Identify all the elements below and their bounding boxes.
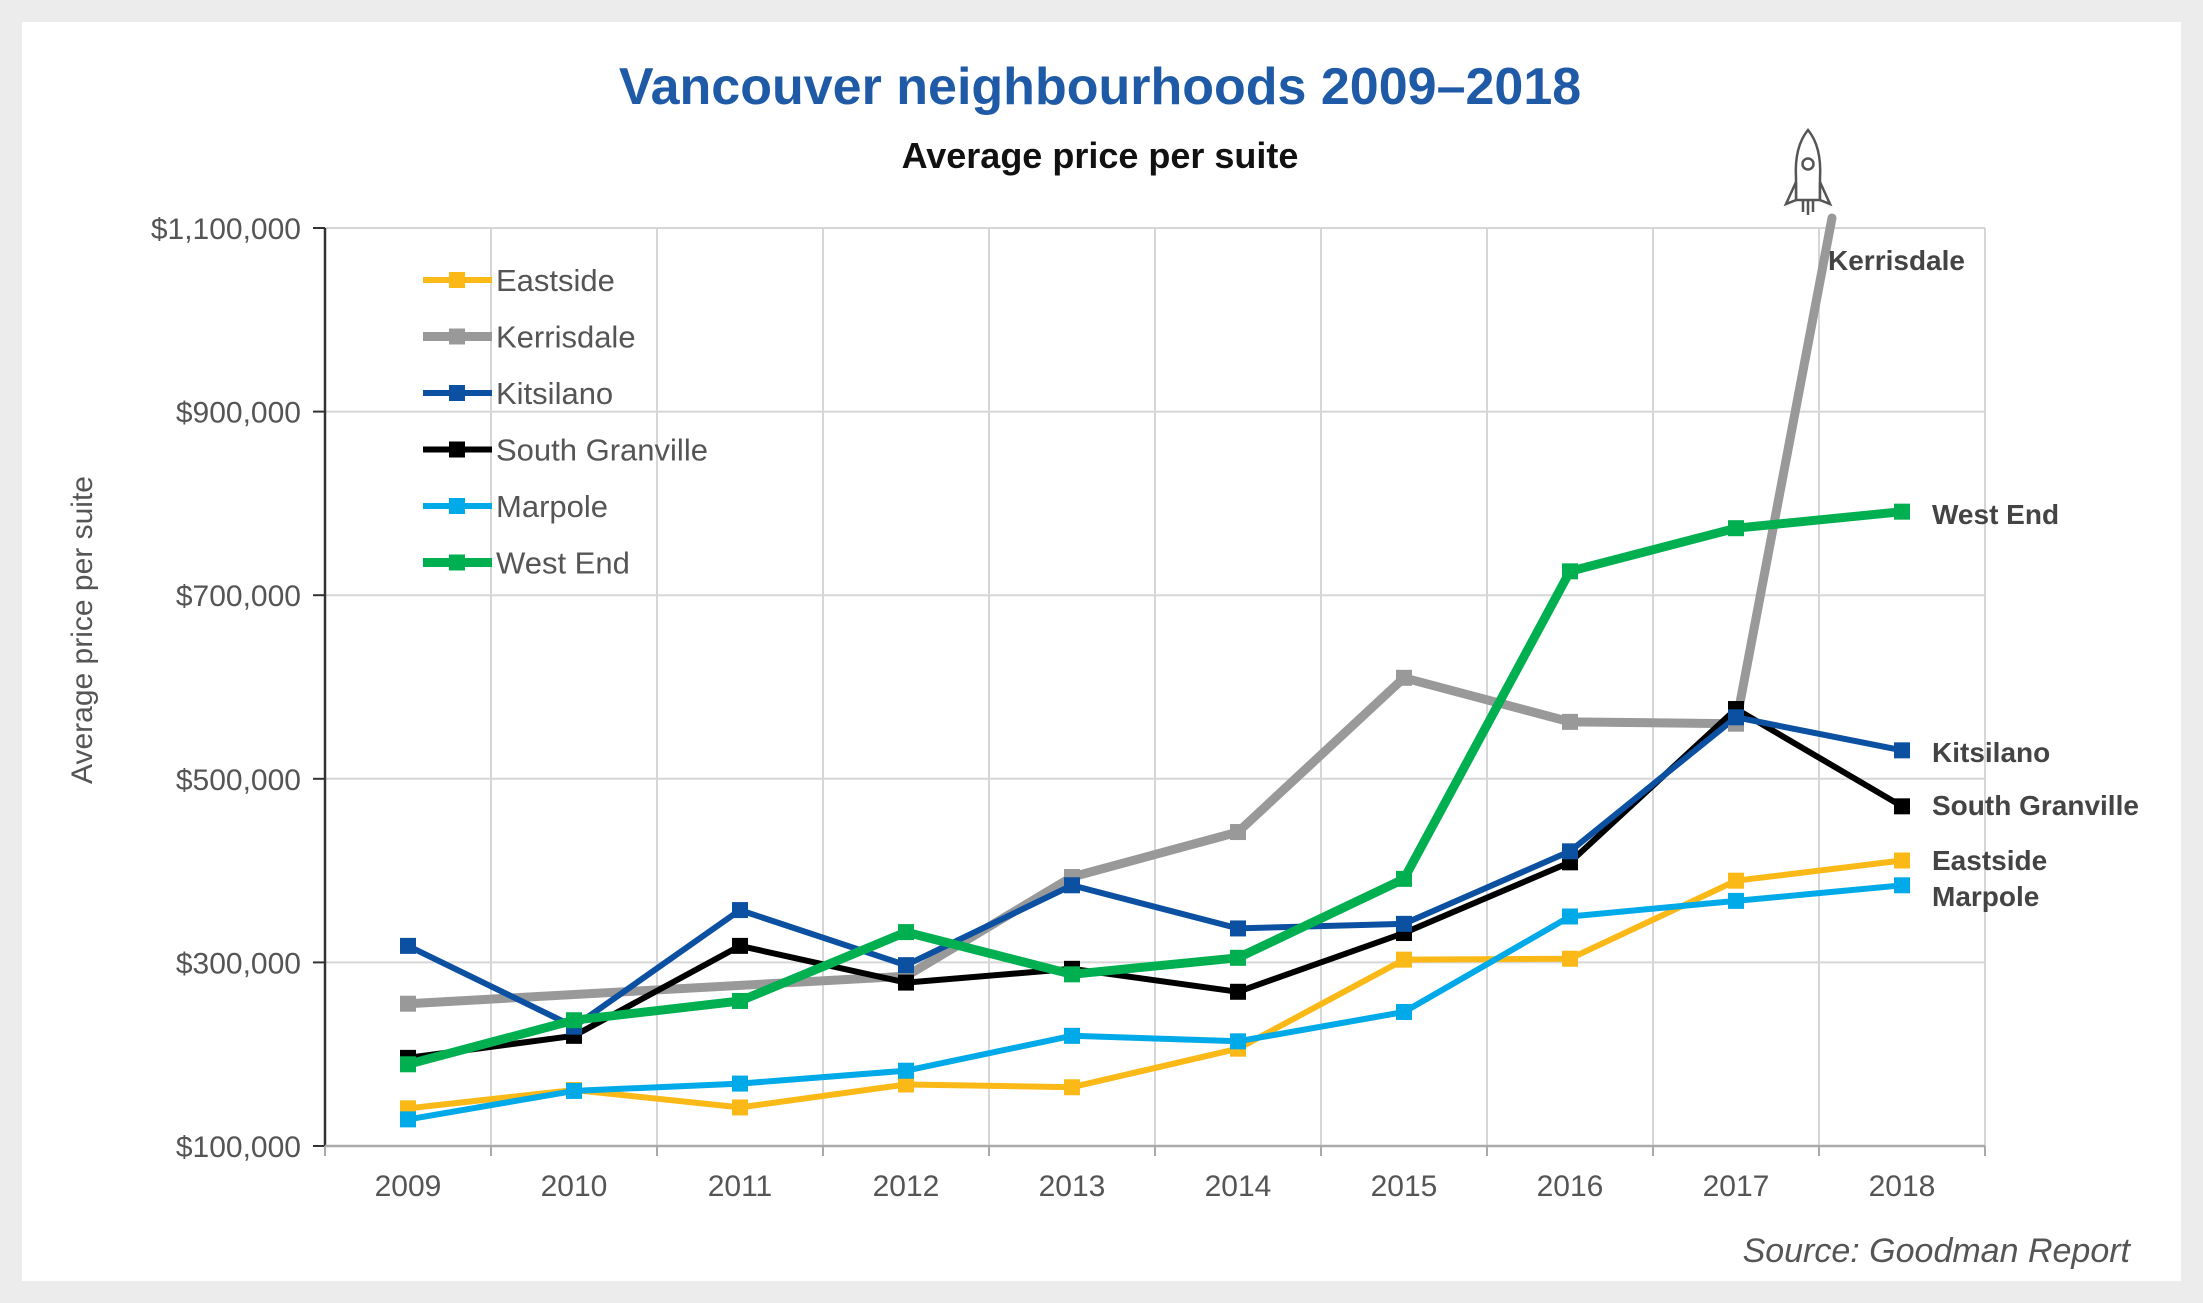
data-point — [898, 974, 914, 991]
data-point — [1064, 1027, 1080, 1044]
end-label-kitsilano: Kitsilano — [1932, 737, 2050, 768]
x-tick-label: 2014 — [1205, 1170, 1272, 1203]
x-tick-label: 2017 — [1703, 1170, 1770, 1203]
data-point — [1562, 843, 1578, 860]
x-tick-label: 2011 — [708, 1170, 773, 1203]
data-point — [1064, 966, 1080, 983]
end-label-west-end: West End — [1932, 499, 2059, 530]
data-point — [732, 937, 748, 954]
axes: $100,000 $300,000 $500,000 $700,000 $900,000… — [151, 213, 1986, 1203]
series-line-marpole — [405, 882, 1905, 1123]
grid — [325, 227, 1986, 1146]
data-point — [1894, 852, 1910, 869]
data-point — [1396, 669, 1412, 686]
y-tick-label: $700,000 — [176, 580, 301, 613]
data-point — [732, 902, 748, 919]
series-markers — [400, 503, 1910, 1128]
legend-marker — [449, 272, 465, 288]
data-point — [1894, 877, 1910, 894]
data-point — [566, 1082, 582, 1099]
data-point — [1396, 915, 1412, 932]
data-point — [1562, 713, 1578, 730]
data-point — [1230, 949, 1246, 966]
data-point — [732, 1075, 748, 1092]
x-tick-label: 2013 — [1039, 1170, 1106, 1203]
legend-label: South Granville — [496, 433, 708, 468]
x-tick-label: 2018 — [1869, 1170, 1936, 1203]
data-point — [1396, 1003, 1412, 1020]
data-point — [566, 1012, 582, 1029]
legend: Eastside Kerrisdale Kitsilano South Granvil… — [423, 263, 708, 581]
y-tick-label: $300,000 — [176, 947, 301, 980]
legend-label: Kitsilano — [496, 376, 613, 411]
end-labels: Eastside Kerrisdale Kitsilano South Granvil… — [1828, 245, 2139, 912]
data-point — [1396, 870, 1412, 887]
data-point — [898, 957, 914, 974]
legend-label: West End — [496, 546, 630, 581]
data-point — [1894, 503, 1910, 520]
x-tick-label: 2012 — [873, 1170, 940, 1203]
series-line-eastside — [405, 857, 1905, 1112]
data-point — [1894, 742, 1910, 759]
end-label-south-granville: South Granville — [1932, 790, 2139, 821]
series-line-west-end — [403, 507, 1907, 1069]
data-point — [400, 937, 416, 954]
chart-subtitle: Average price per suite — [902, 135, 1299, 176]
data-point — [1230, 920, 1246, 937]
data-point — [1562, 563, 1578, 580]
end-label-kerrisdale: Kerrisdale — [1828, 245, 1965, 276]
x-tick-label: 2009 — [375, 1170, 442, 1203]
y-tick-label: $1,100,000 — [151, 213, 301, 246]
x-tick-label: 2010 — [541, 1170, 608, 1203]
data-point — [732, 1099, 748, 1116]
data-point — [400, 1056, 416, 1073]
y-tick-label: $500,000 — [176, 764, 301, 797]
data-point — [1396, 951, 1412, 968]
rocket-icon — [1783, 128, 1833, 215]
y-tick-label: $100,000 — [176, 1131, 301, 1164]
series-lines — [403, 213, 1907, 1123]
end-label-marpole: Marpole — [1932, 881, 2039, 912]
chart-title: Vancouver neighbourhoods 2009–2018 — [619, 58, 1581, 116]
series-line-kitsilano — [405, 714, 1905, 1030]
legend-marker — [449, 498, 465, 514]
data-point — [1230, 1033, 1246, 1050]
data-point — [1562, 950, 1578, 967]
legend-label: Kerrisdale — [496, 320, 636, 355]
data-point — [898, 1076, 914, 1093]
data-point — [1230, 824, 1246, 841]
legend-marker — [449, 554, 465, 571]
data-point — [898, 1062, 914, 1079]
end-label-eastside: Eastside — [1932, 845, 2047, 876]
data-point — [1562, 908, 1578, 925]
legend-label: Marpole — [496, 489, 608, 524]
x-tick-label: 2015 — [1371, 1170, 1438, 1203]
legend-label: Eastside — [496, 263, 615, 298]
data-point — [1064, 1079, 1080, 1096]
data-point — [1728, 709, 1744, 726]
legend-marker — [449, 328, 465, 345]
chart-frame — [22, 22, 2181, 1281]
data-point — [1064, 877, 1080, 894]
y-tick-label: $900,000 — [176, 397, 301, 430]
data-point — [898, 924, 914, 941]
x-tick-label: 2016 — [1537, 1170, 1604, 1203]
source-note: Source: Goodman Report — [1743, 1232, 2132, 1270]
legend-marker — [449, 385, 465, 401]
y-axis-label: Average price per suite — [66, 476, 99, 784]
data-point — [1728, 872, 1744, 889]
legend-marker — [449, 441, 465, 458]
data-point — [400, 1111, 416, 1128]
data-point — [400, 995, 416, 1012]
data-point — [1894, 798, 1910, 815]
data-point — [1728, 892, 1744, 909]
data-point — [732, 992, 748, 1009]
data-point — [1230, 983, 1246, 1000]
series-line-kerrisdale — [403, 213, 1837, 1009]
data-point — [1728, 520, 1744, 537]
